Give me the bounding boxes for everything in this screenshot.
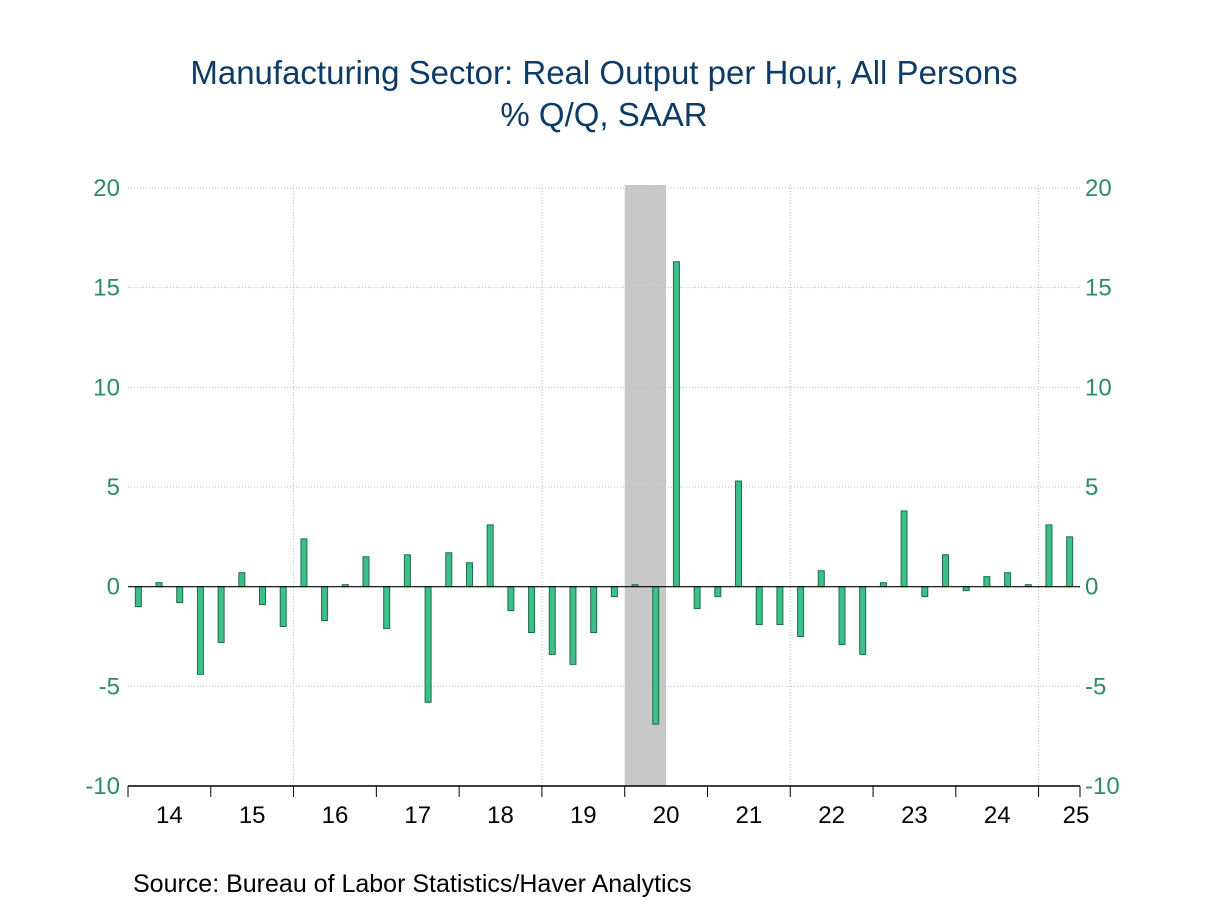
- y-tick-label-right: 10: [1085, 374, 1112, 401]
- bar-2023Q2: [900, 510, 908, 588]
- bar-2017Q4: [445, 552, 453, 588]
- y-tick-label-right: 15: [1085, 275, 1112, 302]
- y-tick-label-right: 20: [1085, 175, 1112, 202]
- y-tick-label-left: 10: [93, 374, 120, 401]
- bar-2018Q3: [507, 586, 515, 612]
- x-tick-label: 17: [404, 802, 431, 829]
- x-tick-label: 19: [570, 802, 597, 829]
- x-tick-label: 18: [487, 802, 514, 829]
- bar-2017Q2: [403, 554, 411, 588]
- chart-title: Manufacturing Sector: Real Output per Ho…: [190, 54, 1018, 91]
- bar-2020Q4: [693, 586, 701, 610]
- bar-2025Q1: [1045, 524, 1053, 588]
- bar-2016Q4: [362, 556, 370, 588]
- bar-2022Q2: [817, 570, 825, 588]
- bar-2018Q1: [465, 562, 473, 588]
- y-tick-label-left: 5: [107, 474, 120, 501]
- bar-2019Q4: [610, 586, 618, 598]
- bar-2022Q1: [797, 586, 805, 638]
- x-tick-label: 25: [1063, 802, 1090, 829]
- bar-2024Q3: [1004, 572, 1012, 588]
- bar-2017Q3: [424, 586, 432, 703]
- bar-2014Q4: [196, 586, 204, 675]
- y-tick-label-left: 20: [93, 175, 120, 202]
- x-tick-label: 24: [984, 802, 1011, 829]
- bar-2023Q3: [921, 586, 929, 598]
- bar-2020Q2: [652, 586, 660, 725]
- bar-2016Q2: [321, 586, 329, 622]
- x-tick-label: 21: [736, 802, 763, 829]
- y-tick-label-right: 0: [1085, 574, 1098, 601]
- y-tick-label-left: 15: [93, 275, 120, 302]
- x-tick-label: 15: [239, 802, 266, 829]
- bar-2022Q3: [838, 586, 846, 645]
- bar-2020Q3: [672, 261, 680, 588]
- bar-2021Q1: [714, 586, 722, 598]
- y-tick-label-right: 5: [1085, 474, 1098, 501]
- y-tick-label-right: -5: [1085, 673, 1106, 700]
- bar-2016Q1: [300, 538, 308, 588]
- y-tick-label-right: -10: [1085, 773, 1120, 800]
- bar-2014Q1: [134, 586, 142, 608]
- source-note: Source: Bureau of Labor Statistics/Haver…: [133, 870, 692, 898]
- bar-2019Q1: [548, 586, 556, 655]
- x-tick-label: 22: [818, 802, 845, 829]
- y-tick-label-left: 0: [107, 574, 120, 601]
- x-tick-label: 23: [901, 802, 928, 829]
- x-tick-label: 14: [156, 802, 183, 829]
- bar-2025Q2: [1066, 536, 1074, 588]
- bar-2014Q3: [176, 586, 184, 604]
- x-tick-label: 16: [322, 802, 349, 829]
- bar-2018Q2: [486, 524, 494, 588]
- bar-2015Q3: [259, 586, 267, 606]
- bar-2021Q3: [755, 586, 763, 626]
- bar-2015Q4: [279, 586, 287, 628]
- bar-2021Q2: [735, 480, 743, 588]
- y-tick-label-left: -5: [99, 673, 120, 700]
- recession-shading: [624, 185, 667, 786]
- bar-2024Q2: [983, 576, 991, 588]
- bar-2019Q3: [590, 586, 598, 634]
- bar-2015Q2: [238, 572, 246, 588]
- bar-2017Q1: [383, 586, 391, 630]
- x-tick-label: 20: [653, 802, 680, 829]
- bar-2015Q1: [217, 586, 225, 643]
- bar-2019Q2: [569, 586, 577, 665]
- bar-2022Q4: [859, 586, 867, 655]
- y-tick-label-left: -10: [85, 773, 120, 800]
- bar-2021Q4: [776, 586, 784, 626]
- bar-2023Q4: [941, 554, 949, 588]
- bar-2018Q4: [528, 586, 536, 634]
- chart-subtitle: % Q/Q, SAAR: [500, 96, 708, 133]
